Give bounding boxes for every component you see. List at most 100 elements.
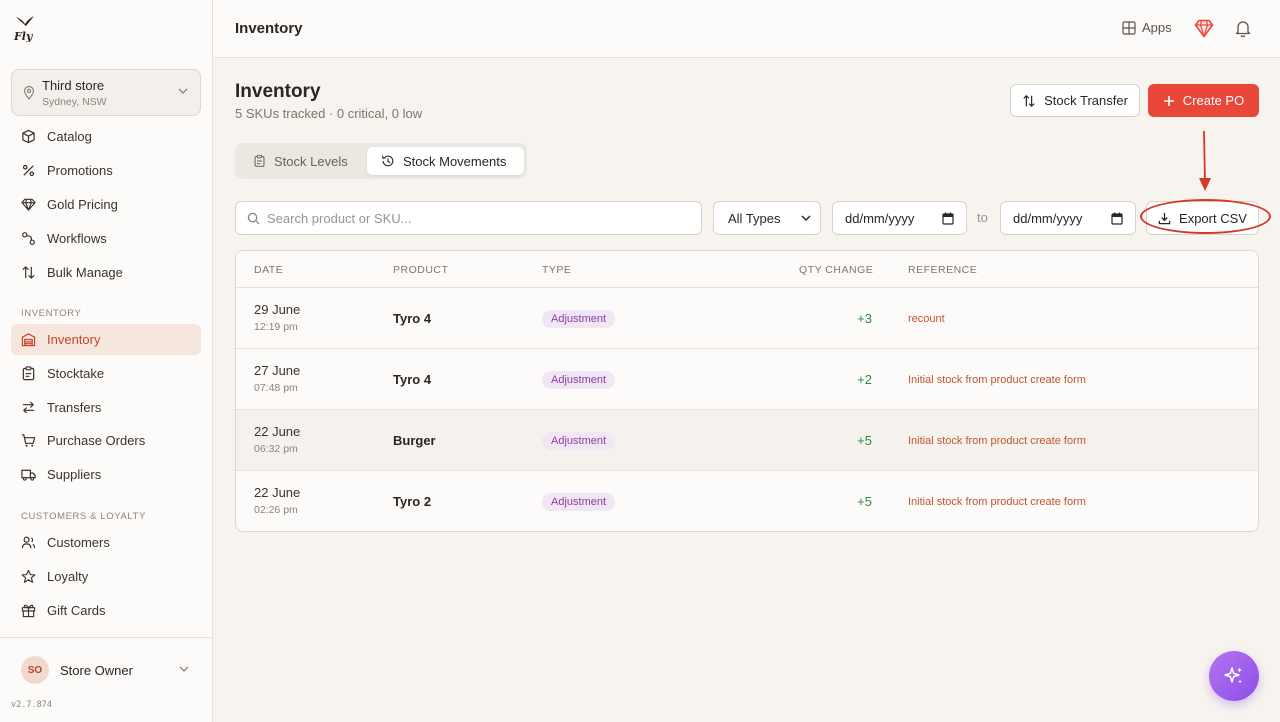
sidebar-item-label: Stocktake (47, 366, 105, 381)
sidebar-item-loyalty[interactable]: Loyalty (11, 561, 201, 592)
store-name: Third store (42, 78, 105, 93)
gift-icon (21, 604, 36, 618)
sidebar-item-label: Gift Cards (47, 603, 106, 618)
row-reference: recount (908, 313, 945, 325)
column-header-reference[interactable]: REFERENCE (908, 264, 978, 276)
calendar-icon[interactable] (1111, 212, 1123, 225)
search-box (235, 201, 702, 235)
stock-transfer-button[interactable]: Stock Transfer (1010, 84, 1140, 117)
row-qty-change: +2 (857, 372, 872, 387)
row-reference: Initial stock from product create form (908, 435, 1086, 447)
row-product: Burger (393, 433, 436, 448)
avatar: SO (21, 656, 49, 684)
arrows-updown-icon (1023, 94, 1035, 107)
workflow-icon (22, 232, 35, 245)
truck-icon (21, 469, 36, 481)
row-qty-change: +5 (857, 433, 872, 448)
row-product: Tyro 2 (393, 494, 432, 509)
sidebar-item-purchase-orders[interactable]: Purchase Orders (11, 425, 201, 456)
apps-label: Apps (1142, 20, 1172, 35)
search-icon (247, 212, 260, 225)
fly-logo-icon[interactable]: Fly (13, 14, 37, 42)
sidebar-item-label: Purchase Orders (47, 433, 146, 448)
box-icon (22, 129, 35, 144)
star-icon (21, 569, 36, 583)
type-badge: Adjustment (542, 493, 616, 511)
type-select-value: All Types (728, 211, 781, 226)
svg-text:Fly: Fly (13, 30, 34, 42)
calendar-icon[interactable] (942, 212, 954, 225)
ai-assistant-button[interactable] (1209, 651, 1259, 701)
sidebar-item-label: Catalog (47, 129, 92, 144)
sidebar-item-gift-cards[interactable]: Gift Cards (11, 595, 201, 626)
date-to-placeholder: dd/mm/yyyy (1013, 211, 1083, 226)
column-header-product[interactable]: PRODUCT (393, 264, 449, 276)
user-menu[interactable]: SO Store Owner v2.7.874 (0, 637, 212, 722)
date-from-input[interactable]: dd/mm/yyyy (832, 201, 967, 235)
type-badge: Adjustment (542, 310, 616, 328)
tabs: Stock Levels Stock Movements (235, 143, 527, 179)
type-select[interactable]: All Types (713, 201, 821, 235)
sidebar-item-inventory[interactable]: Inventory (11, 324, 201, 355)
page-title: Inventory (235, 81, 321, 102)
sidebar-item-suppliers[interactable]: Suppliers (11, 459, 201, 490)
section-label-customers: CUSTOMERS & LOYALTY (21, 511, 146, 522)
sidebar-item-label: Customers (47, 535, 110, 550)
tab-label: Stock Levels (274, 153, 348, 169)
clipboard-icon (22, 366, 35, 381)
row-time: 02:26 pm (254, 504, 298, 516)
sidebar-item-bulk-manage[interactable]: Bulk Manage (11, 257, 201, 288)
grid-icon (1122, 20, 1136, 35)
users-icon (21, 536, 36, 549)
store-location: Sydney, NSW (42, 96, 107, 108)
warehouse-icon (21, 333, 36, 347)
table-row[interactable]: 22 June 02:26 pm Tyro 2 Adjustment +5 In… (236, 471, 1258, 531)
apps-button[interactable]: Apps (1122, 20, 1172, 35)
topbar-title: Inventory (235, 20, 303, 37)
sidebar-item-label: Loyalty (47, 569, 89, 584)
sidebar-item-transfers[interactable]: Transfers (11, 392, 201, 423)
gem-icon[interactable] (1194, 19, 1214, 38)
sidebar-item-label: Bulk Manage (47, 265, 123, 280)
sidebar-item-label: Workflows (47, 231, 107, 246)
tab-stock-movements[interactable]: Stock Movements (367, 147, 524, 175)
sidebar-item-promotions[interactable]: Promotions (11, 155, 201, 186)
row-date: 29 June (254, 302, 301, 317)
transfer-icon (22, 401, 35, 414)
row-time: 07:48 pm (254, 382, 298, 394)
tab-stock-levels[interactable]: Stock Levels (253, 147, 348, 175)
type-badge: Adjustment (542, 371, 616, 389)
table-row[interactable]: 22 June 06:32 pm Burger Adjustment +5 In… (236, 410, 1258, 471)
sidebar-item-workflows[interactable]: Workflows (11, 223, 201, 254)
date-to-input[interactable]: dd/mm/yyyy (1000, 201, 1136, 235)
sidebar-item-gold-pricing[interactable]: Gold Pricing (11, 189, 201, 220)
sidebar: Fly Third store Sydney, NSW Catalog Prom… (0, 0, 213, 722)
sidebar-item-stocktake[interactable]: Stocktake (11, 358, 201, 389)
table-row[interactable]: 29 June 12:19 pm Tyro 4 Adjustment +3 re… (236, 288, 1258, 349)
annotation-arrow-icon (1199, 130, 1211, 191)
column-header-qty-change[interactable]: QTY CHANGE (799, 264, 874, 276)
row-time: 06:32 pm (254, 443, 298, 455)
bell-icon[interactable] (1234, 19, 1252, 38)
sidebar-item-customers[interactable]: Customers (11, 527, 201, 558)
table-header: DATE PRODUCT TYPE QTY CHANGE REFERENCE (236, 251, 1258, 288)
cart-icon (21, 434, 36, 447)
create-po-label: Create PO (1182, 93, 1245, 108)
column-header-type[interactable]: TYPE (542, 264, 572, 276)
store-selector[interactable]: Third store Sydney, NSW (11, 69, 201, 116)
chevron-down-icon (178, 88, 188, 94)
row-product: Tyro 4 (393, 372, 432, 387)
sidebar-item-label: Gold Pricing (47, 197, 118, 212)
sparkles-icon (1224, 667, 1242, 684)
page-subtitle: 5 SKUs tracked · 0 critical, 0 low (235, 106, 423, 121)
row-date: 22 June (254, 485, 301, 500)
user-name: Store Owner (60, 663, 133, 678)
stock-movements-table: DATE PRODUCT TYPE QTY CHANGE REFERENCE 2… (235, 250, 1259, 532)
search-input[interactable] (267, 202, 687, 234)
column-header-date[interactable]: DATE (254, 264, 284, 276)
create-po-button[interactable]: Create PO (1148, 84, 1259, 117)
row-product: Tyro 4 (393, 311, 432, 326)
table-row[interactable]: 27 June 07:48 pm Tyro 4 Adjustment +2 In… (236, 349, 1258, 410)
sidebar-item-catalog[interactable]: Catalog (11, 121, 201, 152)
sidebar-item-label: Promotions (47, 163, 113, 178)
